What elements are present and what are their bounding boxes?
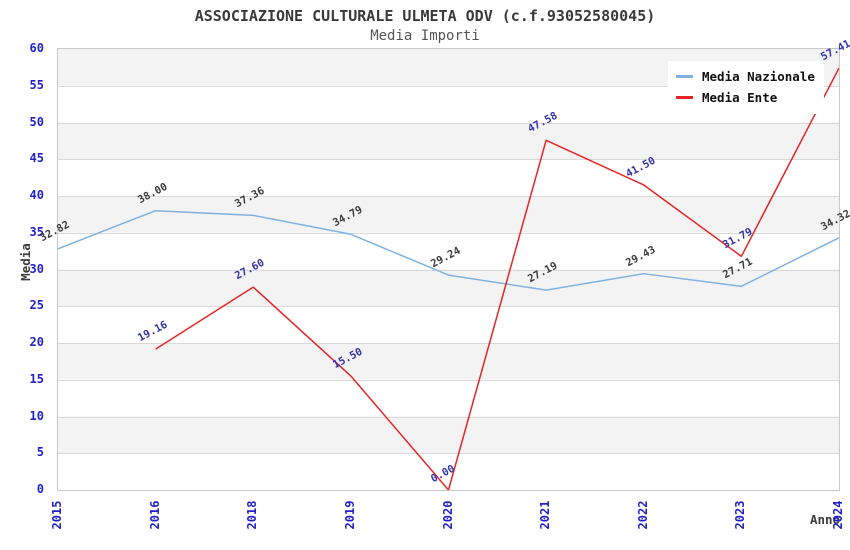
legend-swatch-media-ente-icon (676, 96, 693, 99)
legend-label-media-ente: Media Ente (702, 90, 778, 105)
x-tick-2023: 2023 (733, 500, 748, 530)
gridline-25 (58, 306, 839, 308)
y-tick-45: 45 (29, 151, 44, 166)
gridline-40 (58, 196, 839, 197)
chart-title: ASSOCIAZIONE CULTURALE ULMETA ODV (c.f.9… (194, 7, 656, 25)
y-tick-60: 60 (29, 41, 44, 55)
x-tick-2021: 2021 (538, 500, 553, 530)
gridline-35 (58, 232, 839, 234)
y-tick-55: 55 (29, 77, 44, 92)
gridline-5 (58, 453, 839, 455)
y-tick-10: 10 (29, 408, 44, 423)
x-tick-2020: 2020 (440, 500, 455, 530)
y-tick-0: 0 (36, 482, 44, 496)
legend: Media Nazionale Media Ente (668, 61, 824, 114)
x-tick-2019: 2019 (342, 500, 357, 530)
chart-subtitle: Media Importi (370, 28, 480, 44)
legend-swatch-media-nazionale-icon (676, 75, 693, 78)
y-tick-20: 20 (29, 335, 44, 349)
legend-item-media-ente: Media Ente (676, 87, 824, 108)
gridline-30 (58, 269, 839, 271)
x-tick-2022: 2022 (635, 500, 650, 530)
legend-label-media-nazionale: Media Nazionale (702, 69, 815, 84)
y-tick-25: 25 (29, 298, 44, 313)
gridline-15 (58, 379, 839, 381)
x-tick-2016: 2016 (147, 500, 162, 530)
gridline-55 (58, 85, 839, 87)
x-tick-2018: 2018 (245, 500, 260, 530)
y-tick-5: 5 (36, 445, 44, 460)
line-series-svg (58, 67, 839, 490)
series-line-0 (58, 209, 839, 291)
gridline-10 (58, 416, 839, 418)
gridline-20 (58, 343, 839, 344)
y-tick-35: 35 (29, 224, 44, 239)
gridline-45 (58, 159, 839, 161)
y-tick-40: 40 (29, 188, 44, 202)
y-tick-30: 30 (29, 261, 44, 276)
plot-area (57, 48, 840, 491)
gridline-50 (58, 122, 839, 124)
x-tick-2015: 2015 (50, 500, 64, 530)
legend-item-media-nazionale: Media Nazionale (676, 66, 824, 87)
x-axis-title: Anno (810, 512, 841, 527)
x-tick-2024: 2024 (831, 500, 845, 530)
series-line-1 (155, 67, 839, 490)
y-tick-15: 15 (29, 371, 44, 386)
y-tick-50: 50 (29, 114, 44, 129)
